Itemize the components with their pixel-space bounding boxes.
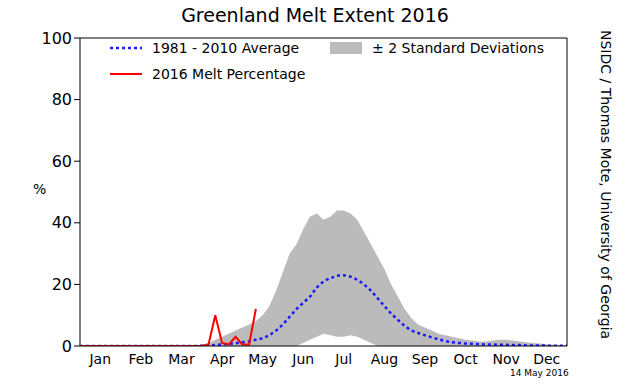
html-text:NSIDC / Thomas Mote, Universit: NSIDC / Thomas Mote, University of Georg… — [598, 30, 614, 340]
svg-text:Dec: Dec — [533, 351, 560, 367]
svg-text:20: 20 — [52, 275, 72, 294]
html-text:Greenland Melt Extent 2016: Greenland Melt Extent 2016 — [181, 4, 449, 26]
svg-text:100: 100 — [41, 29, 72, 48]
svg-text:Apr: Apr — [210, 351, 234, 367]
svg-text:May: May — [248, 351, 277, 367]
svg-text:Jan: Jan — [88, 351, 111, 367]
svg-text:Mar: Mar — [168, 351, 195, 367]
svg-text:Jun: Jun — [291, 351, 314, 367]
html-text:1981 - 2010 Average: 1981 - 2010 Average — [152, 40, 300, 56]
svg-text:80: 80 — [52, 90, 72, 109]
svg-text:60: 60 — [52, 152, 72, 171]
html-text:± 2 Standard Deviations: ± 2 Standard Deviations — [372, 40, 544, 56]
svg-text:Sep: Sep — [412, 351, 439, 367]
html-text:14 May 2016: 14 May 2016 — [510, 368, 569, 378]
svg-text:Aug: Aug — [371, 351, 398, 367]
html-text:2016 Melt Percentage: 2016 Melt Percentage — [152, 66, 306, 82]
svg-text:Nov: Nov — [492, 351, 519, 367]
svg-text:Oct: Oct — [453, 351, 478, 367]
svg-text:0: 0 — [62, 337, 72, 356]
svg-text:40: 40 — [52, 213, 72, 232]
svg-text:Feb: Feb — [128, 351, 153, 367]
svg-text:Jul: Jul — [334, 351, 352, 367]
